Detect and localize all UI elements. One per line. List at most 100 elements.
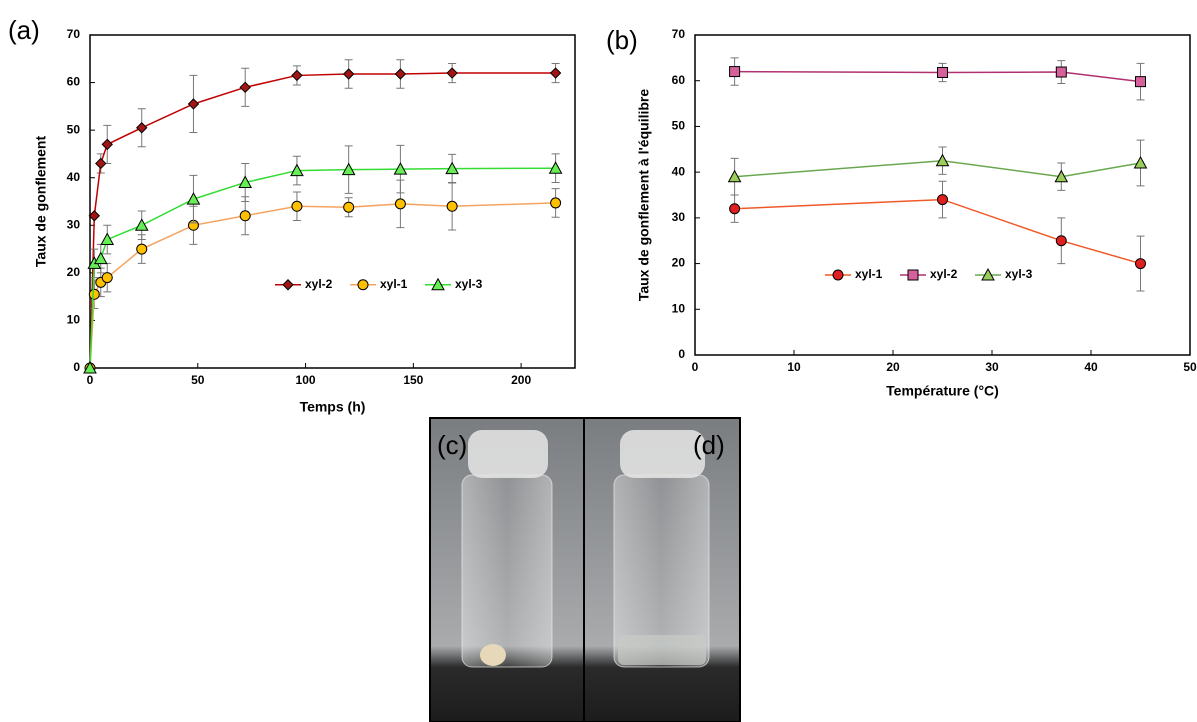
marker [1055, 66, 1067, 78]
marker [394, 198, 406, 210]
marker [550, 197, 562, 209]
legend-label: xyl-1 [855, 267, 883, 281]
y-tick-label: 0 [678, 347, 685, 361]
marker [1135, 258, 1146, 270]
y-axis-label: Taux de gonflement à l'équilibre [636, 89, 652, 302]
legend-label: xyl-2 [930, 267, 958, 281]
marker [1133, 155, 1148, 169]
marker [1135, 76, 1146, 88]
marker [341, 162, 356, 176]
x-tick-label: 200 [511, 373, 531, 387]
legend-marker [431, 277, 445, 291]
marker [238, 175, 253, 188]
x-tick-label: 0 [692, 360, 699, 374]
y-tick-label: 0 [73, 360, 80, 374]
marker [187, 98, 200, 110]
marker [445, 161, 459, 175]
vial-cap [468, 430, 548, 478]
marker [101, 272, 113, 284]
marker [549, 67, 562, 79]
legend-marker [907, 269, 919, 281]
marker [136, 243, 148, 255]
legend-marker [357, 279, 369, 291]
series-line [89, 167, 556, 369]
marker [88, 210, 101, 222]
marker [88, 288, 100, 300]
x-tick-label: 20 [886, 360, 900, 374]
marker [83, 360, 97, 374]
y-tick-label: 70 [672, 27, 686, 41]
marker [394, 68, 407, 80]
legend-marker [832, 269, 844, 281]
marker [343, 201, 355, 213]
x-axis-label: Temps (h) [300, 399, 366, 415]
marker [393, 162, 408, 175]
series-line [734, 198, 1141, 265]
marker [290, 163, 304, 177]
swollen-gel [618, 635, 706, 665]
photo-panels: (c) (d) [429, 417, 741, 722]
marker [342, 68, 355, 80]
legend-label: xyl-2 [305, 277, 333, 291]
plot-frame [694, 34, 1191, 356]
y-tick-label: 10 [672, 301, 686, 315]
marker [100, 232, 115, 246]
y-tick-label: 50 [67, 122, 81, 136]
marker [101, 138, 113, 151]
y-tick-label: 20 [672, 256, 686, 270]
x-tick-label: 50 [1183, 360, 1197, 374]
x-tick-label: 10 [787, 360, 801, 374]
x-tick-label: 150 [403, 373, 423, 387]
marker [548, 161, 563, 174]
series-line [734, 70, 1141, 83]
marker [727, 169, 742, 183]
panel-label: (b) [606, 25, 638, 55]
x-tick-label: 100 [296, 373, 316, 387]
y-tick-label: 10 [67, 313, 81, 327]
legend-label: xyl-1 [380, 277, 408, 291]
marker [291, 69, 303, 82]
marker [186, 192, 201, 205]
marker [937, 66, 948, 78]
legend-marker [282, 279, 294, 291]
gel-sample [480, 644, 506, 666]
x-tick-label: 50 [191, 373, 205, 387]
legend-label: xyl-3 [455, 277, 483, 291]
series-line [734, 159, 1141, 178]
y-axis-label: Taux de gonflement [33, 136, 49, 268]
y-tick-label: 20 [67, 265, 81, 279]
marker [134, 218, 149, 231]
y-tick-label: 50 [672, 119, 686, 133]
vial [461, 474, 553, 668]
marker [1055, 235, 1067, 247]
marker [729, 66, 741, 78]
x-tick-label: 40 [1084, 360, 1098, 374]
plot-frame [89, 34, 576, 369]
marker [239, 81, 251, 94]
marker [1054, 169, 1069, 183]
y-tick-label: 60 [672, 73, 686, 87]
marker [935, 153, 950, 167]
y-tick-label: 30 [67, 217, 81, 231]
marker [95, 157, 107, 170]
legend-label: xyl-3 [1005, 267, 1033, 281]
marker [93, 251, 108, 265]
x-axis-label: Température (°C) [886, 383, 999, 399]
marker [446, 200, 458, 212]
y-tick-label: 40 [672, 164, 686, 178]
y-tick-label: 60 [67, 75, 81, 89]
legend-marker [981, 267, 995, 281]
series-line [89, 72, 556, 369]
marker [291, 200, 303, 212]
marker [937, 194, 948, 206]
y-tick-label: 30 [672, 210, 686, 224]
photo-label: (d) [693, 430, 725, 460]
marker [239, 210, 251, 222]
vial-cap [620, 430, 705, 478]
x-tick-label: 0 [87, 373, 94, 387]
photo-label: (c) [437, 430, 467, 460]
y-tick-label: 70 [67, 27, 81, 41]
marker [136, 122, 148, 134]
